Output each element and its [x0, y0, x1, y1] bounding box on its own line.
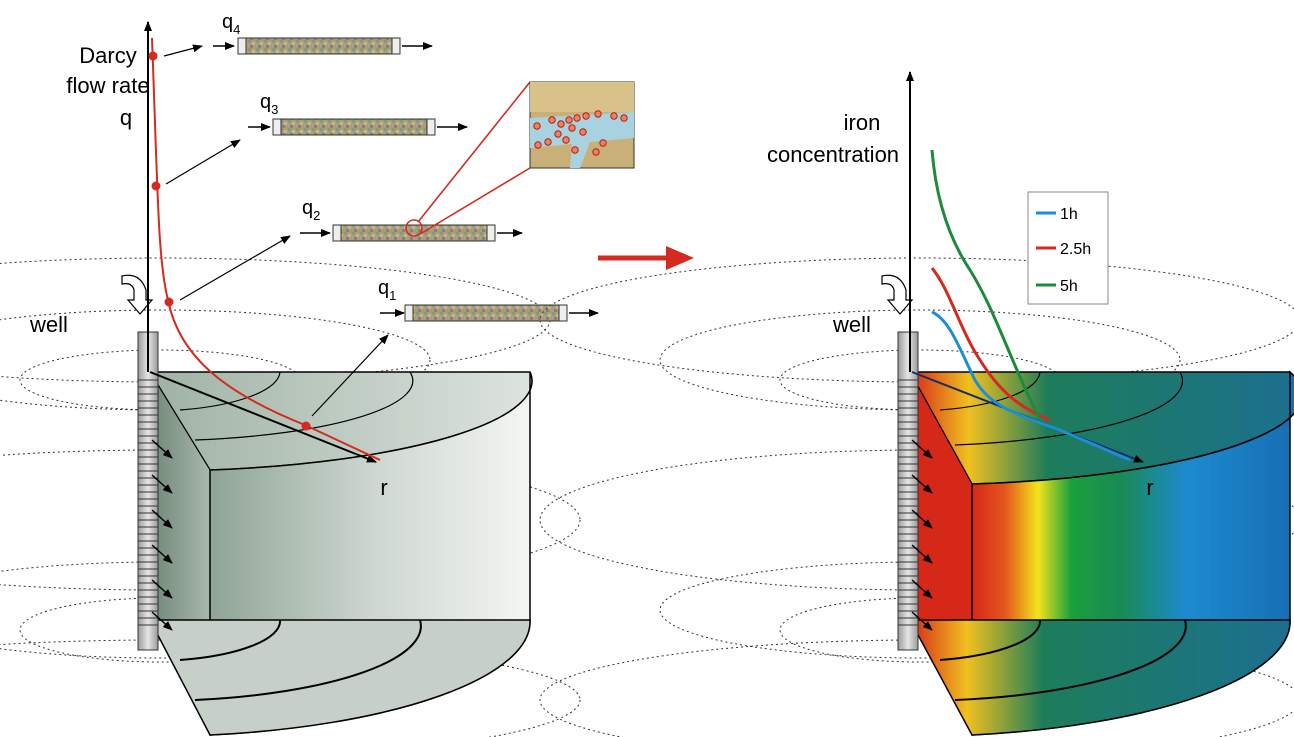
right-block-bottom [908, 619, 1291, 736]
right-well-pipe [897, 331, 919, 651]
left-block-bottom [148, 619, 531, 736]
zoom-inset [417, 81, 635, 235]
left-well-label: well [29, 312, 68, 337]
left-swirl-arrow-icon [121, 274, 154, 315]
right-panel: 1h 2.5h 5h iron concentration well r [539, 71, 1294, 737]
left-inflow-arrows [151, 439, 173, 631]
left-bottom-arcs [179, 619, 422, 701]
column-label-q1: q1 [378, 277, 396, 303]
left-well-screen [138, 379, 158, 626]
column-label-q4-sub: 4 [233, 22, 240, 37]
column-label-q3-sub: 3 [271, 102, 278, 117]
column-label-q2-sub: 2 [313, 208, 320, 223]
right-inflow-arrows [911, 439, 933, 631]
column-q1 [380, 304, 599, 322]
right-r-label: r [1146, 475, 1153, 500]
column-q3 [248, 118, 468, 136]
curve-2-5h [930, 267, 1051, 422]
legend-label-5h: 5h [1060, 278, 1078, 295]
soil-columns [213, 37, 599, 322]
column-label-q1-base: q [378, 277, 389, 299]
right-well-label: well [832, 312, 871, 337]
column-label-q3-base: q [260, 91, 271, 113]
point-to-column-arrows [163, 44, 389, 417]
right-swirl-arrow-icon [881, 274, 914, 315]
legend-label-1h: 1h [1060, 206, 1078, 223]
curve-point-q4 [148, 51, 158, 61]
left-r-label: r [380, 475, 387, 500]
curve-points [148, 51, 311, 431]
right-well-screen [898, 379, 918, 626]
left-y-label-line1: Darcy [79, 43, 136, 68]
left-y-label-line2: flow rate [66, 73, 149, 98]
legend: 1h 2.5h 5h [1027, 191, 1109, 305]
column-label-q3: q3 [260, 91, 278, 117]
curve-point-q1 [301, 421, 311, 431]
column-label-q4: q4 [222, 11, 240, 37]
curve-1h [931, 310, 1131, 462]
left-top-arcs [179, 371, 414, 441]
right-y-label-line1: iron [844, 110, 881, 135]
curve-5h [930, 149, 1042, 421]
legend-label-2-5h: 2.5h [1060, 241, 1091, 258]
right-y-label-line2: concentration [767, 142, 899, 167]
curve-point-q2 [164, 297, 174, 307]
curve-point-q3 [151, 181, 161, 191]
column-q4 [213, 37, 433, 55]
left-panel: Darcy flow rate q well r q4 q3 q2 q1 [0, 11, 635, 737]
transition-arrow-icon [598, 246, 694, 270]
column-label-q1-sub: 1 [389, 288, 396, 303]
column-q2 [300, 219, 523, 242]
left-y-label-line3: q [120, 105, 132, 130]
right-bottom-arcs [939, 619, 1187, 701]
column-label-q2: q2 [302, 197, 320, 223]
column-label-q4-base: q [222, 11, 233, 33]
left-r-axis [149, 371, 377, 463]
column-label-q2-base: q [302, 197, 313, 219]
